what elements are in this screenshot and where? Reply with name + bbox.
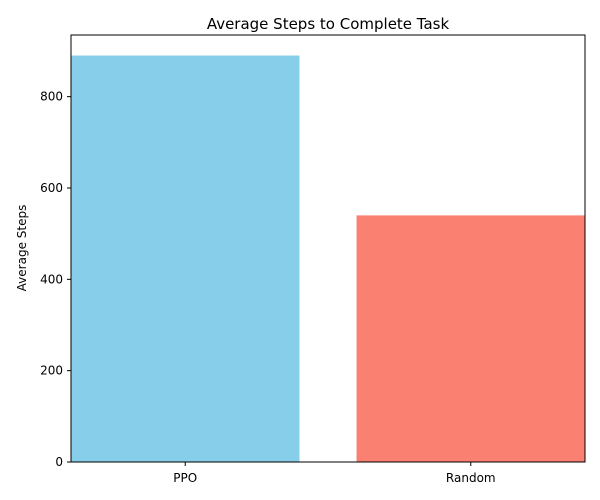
x-tick-label: Random	[446, 471, 496, 485]
chart-title: Average Steps to Complete Task	[207, 15, 450, 33]
bar-ppo	[71, 55, 300, 462]
y-tick-label: 0	[55, 455, 63, 469]
bar-random	[356, 215, 585, 462]
plot-frame	[70, 34, 586, 463]
y-axis-ticks: 0 200 400 600 800	[40, 90, 71, 469]
x-axis-ticks: PPO Random	[173, 462, 496, 485]
y-axis-label: Average Steps	[15, 205, 29, 292]
bars-group	[71, 55, 585, 462]
y-tick-label: 200	[40, 364, 63, 378]
x-tick-label: PPO	[173, 471, 197, 485]
y-tick-label: 800	[40, 90, 63, 104]
y-tick-label: 400	[40, 272, 63, 286]
y-tick-label: 600	[40, 181, 63, 195]
